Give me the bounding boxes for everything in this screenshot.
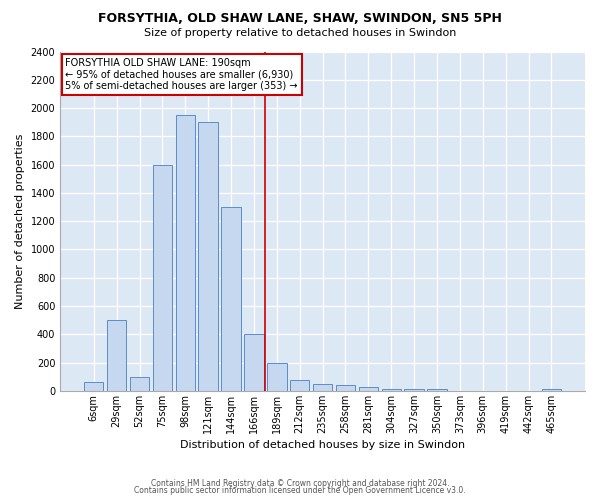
Text: FORSYTHIA, OLD SHAW LANE, SHAW, SWINDON, SN5 5PH: FORSYTHIA, OLD SHAW LANE, SHAW, SWINDON,… (98, 12, 502, 26)
X-axis label: Distribution of detached houses by size in Swindon: Distribution of detached houses by size … (180, 440, 465, 450)
Bar (542, 390, 561, 391)
Bar (199, 122, 218, 391)
Bar (221, 207, 241, 391)
Bar (84, 382, 103, 391)
Bar (290, 380, 310, 391)
Text: Contains HM Land Registry data © Crown copyright and database right 2024.: Contains HM Land Registry data © Crown c… (151, 478, 449, 488)
Text: Size of property relative to detached houses in Swindon: Size of property relative to detached ho… (144, 28, 456, 38)
Bar (130, 377, 149, 391)
Bar (359, 386, 378, 391)
Bar (382, 390, 401, 391)
Text: FORSYTHIA OLD SHAW LANE: 190sqm
← 95% of detached houses are smaller (6,930)
5% : FORSYTHIA OLD SHAW LANE: 190sqm ← 95% of… (65, 58, 298, 92)
Bar (244, 334, 263, 391)
Bar (107, 320, 127, 391)
Y-axis label: Number of detached properties: Number of detached properties (15, 134, 25, 309)
Bar (176, 115, 195, 391)
Bar (313, 384, 332, 391)
Text: Contains public sector information licensed under the Open Government Licence v3: Contains public sector information licen… (134, 486, 466, 495)
Bar (152, 164, 172, 391)
Bar (336, 385, 355, 391)
Bar (267, 362, 287, 391)
Bar (427, 390, 447, 391)
Bar (404, 390, 424, 391)
